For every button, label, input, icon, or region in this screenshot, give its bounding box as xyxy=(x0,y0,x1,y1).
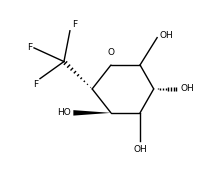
Polygon shape xyxy=(73,110,111,116)
Text: F: F xyxy=(33,80,38,89)
Text: OH: OH xyxy=(160,31,173,40)
Text: F: F xyxy=(72,20,77,29)
Text: O: O xyxy=(108,48,114,57)
Text: F: F xyxy=(27,43,32,52)
Text: OH: OH xyxy=(180,84,194,93)
Text: HO: HO xyxy=(57,108,71,117)
Text: OH: OH xyxy=(133,145,147,154)
